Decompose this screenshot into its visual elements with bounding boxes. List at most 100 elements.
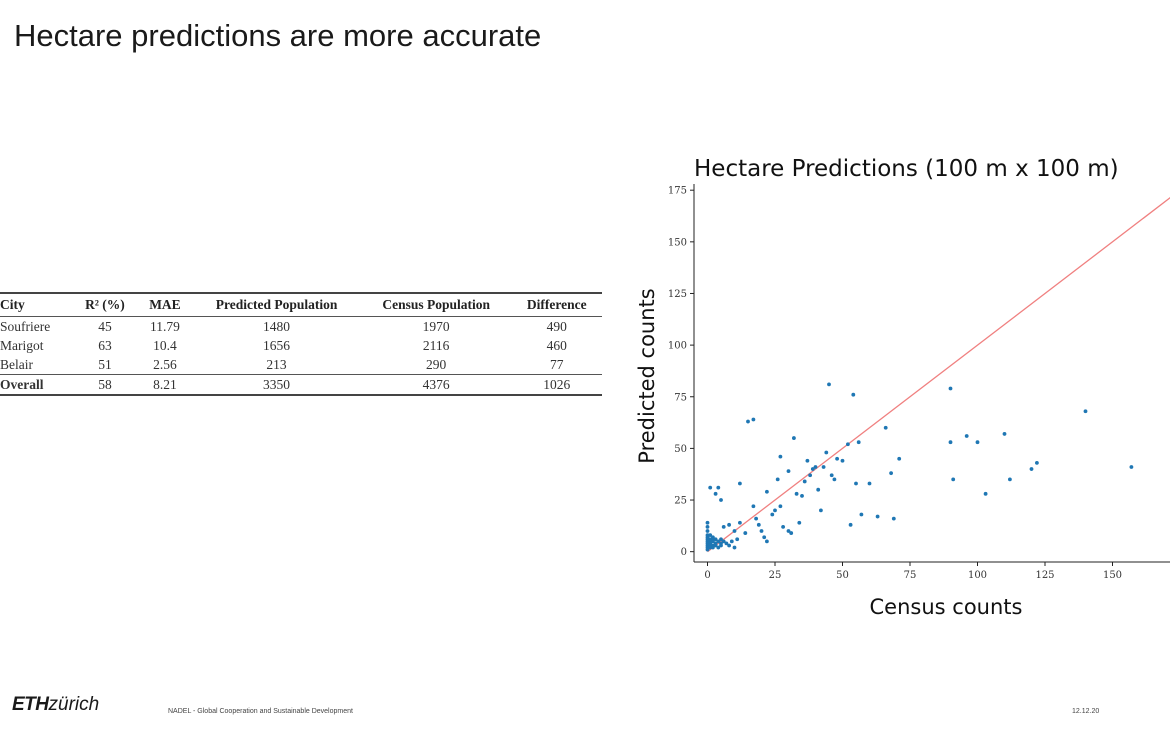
cell-r2: 45 xyxy=(98,319,112,334)
cell-census: 4376 xyxy=(422,377,450,392)
data-point xyxy=(840,458,845,463)
data-point xyxy=(754,516,758,521)
data-point xyxy=(778,454,783,459)
chart-y-axis-label: Predicted counts xyxy=(635,288,659,463)
table-row-overall: Overall 58 8.21 3350 4376 1026 xyxy=(0,374,602,395)
data-point xyxy=(756,522,761,527)
data-point xyxy=(808,473,812,478)
data-point xyxy=(1035,460,1039,465)
data-point xyxy=(856,440,861,445)
data-point xyxy=(759,529,764,533)
data-point xyxy=(786,469,791,474)
data-point xyxy=(786,529,791,533)
data-point xyxy=(705,533,710,538)
cell-predicted: 1480 xyxy=(263,319,291,334)
data-point xyxy=(827,382,831,387)
data-point xyxy=(859,512,864,517)
reference-line xyxy=(707,197,1170,553)
data-point xyxy=(964,434,969,438)
data-point xyxy=(705,520,710,525)
cell-city: Overall xyxy=(0,377,44,392)
data-point xyxy=(883,425,888,430)
data-point xyxy=(711,543,715,548)
data-point xyxy=(713,491,718,496)
cell-predicted: 213 xyxy=(266,357,287,372)
data-point xyxy=(889,471,893,476)
footer-text: NADEL - Global Cooperation and Sustainab… xyxy=(168,708,353,715)
data-point xyxy=(711,535,715,540)
cell-r2: 51 xyxy=(98,357,112,372)
cell-mae: 11.79 xyxy=(150,319,180,334)
data-point xyxy=(713,537,718,542)
x-tick-label: 125 xyxy=(1035,570,1054,581)
cell-city: Marigot xyxy=(0,338,44,353)
data-point xyxy=(732,529,737,533)
data-point xyxy=(738,481,742,486)
data-point xyxy=(719,498,723,502)
y-tick-label: 175 xyxy=(668,186,687,197)
data-point xyxy=(835,456,839,461)
x-tick-label: 25 xyxy=(769,570,782,581)
data-point xyxy=(716,545,721,550)
y-tick-label: 75 xyxy=(674,392,687,403)
y-tick-label: 25 xyxy=(674,496,687,507)
footer-date: 12.12.20 xyxy=(1072,708,1100,715)
header-predicted-population: Predicted Population xyxy=(192,292,361,317)
table-row: Soufriere 45 11.79 1480 1970 490 xyxy=(0,317,602,337)
cell-difference: 460 xyxy=(546,338,567,353)
table-row: Marigot 63 10.4 1656 2116 460 xyxy=(0,336,602,355)
cell-city: Soufriere xyxy=(0,319,51,334)
logo-eth-text: ETH xyxy=(12,694,49,715)
data-point xyxy=(802,479,807,484)
cell-difference: 490 xyxy=(546,319,567,334)
data-point xyxy=(781,524,785,529)
data-point xyxy=(746,419,750,424)
data-point xyxy=(948,386,953,391)
cell-mae: 2.56 xyxy=(153,357,177,372)
data-point xyxy=(800,494,804,498)
data-point xyxy=(867,481,872,486)
data-point xyxy=(751,417,756,422)
data-point xyxy=(708,485,713,490)
y-tick-label: 125 xyxy=(668,289,687,300)
data-point xyxy=(948,440,953,445)
cell-city: Belair xyxy=(0,357,33,372)
data-point xyxy=(751,504,756,509)
data-point xyxy=(738,520,742,525)
data-point xyxy=(797,520,802,525)
chart-x-axis-label: Census counts xyxy=(870,595,1023,619)
x-tick-label: 50 xyxy=(836,570,849,581)
eth-zurich-logo: ETHzürich xyxy=(12,694,99,716)
results-table: City R² (%) MAE Predicted Population Cen… xyxy=(0,292,602,396)
data-point xyxy=(832,477,837,482)
data-point xyxy=(735,537,740,542)
data-point xyxy=(765,539,769,544)
data-point xyxy=(983,491,988,496)
table-row: Belair 51 2.56 213 290 77 xyxy=(0,355,602,375)
table-header-row: City R² (%) MAE Predicted Population Cen… xyxy=(0,292,602,317)
cell-census: 2116 xyxy=(422,338,450,353)
data-point xyxy=(724,541,729,546)
data-point xyxy=(819,508,823,513)
header-city: City xyxy=(0,292,73,317)
data-point xyxy=(716,485,721,490)
cell-difference: 1026 xyxy=(543,377,571,392)
data-point xyxy=(891,516,896,521)
data-point xyxy=(708,537,713,542)
data-point xyxy=(708,533,713,538)
cell-mae: 8.21 xyxy=(153,377,177,392)
data-point xyxy=(732,545,737,550)
data-point xyxy=(789,531,794,535)
data-point xyxy=(713,541,718,546)
data-point xyxy=(829,473,834,478)
header-mae: MAE xyxy=(137,292,193,317)
data-point xyxy=(1029,467,1034,471)
data-point xyxy=(1002,432,1007,436)
data-point xyxy=(705,524,710,529)
data-point xyxy=(762,535,767,540)
x-tick-label: 75 xyxy=(904,570,917,581)
y-tick-label: 0 xyxy=(681,547,687,558)
data-point xyxy=(821,465,826,469)
data-point xyxy=(951,477,956,482)
data-point xyxy=(773,508,777,513)
